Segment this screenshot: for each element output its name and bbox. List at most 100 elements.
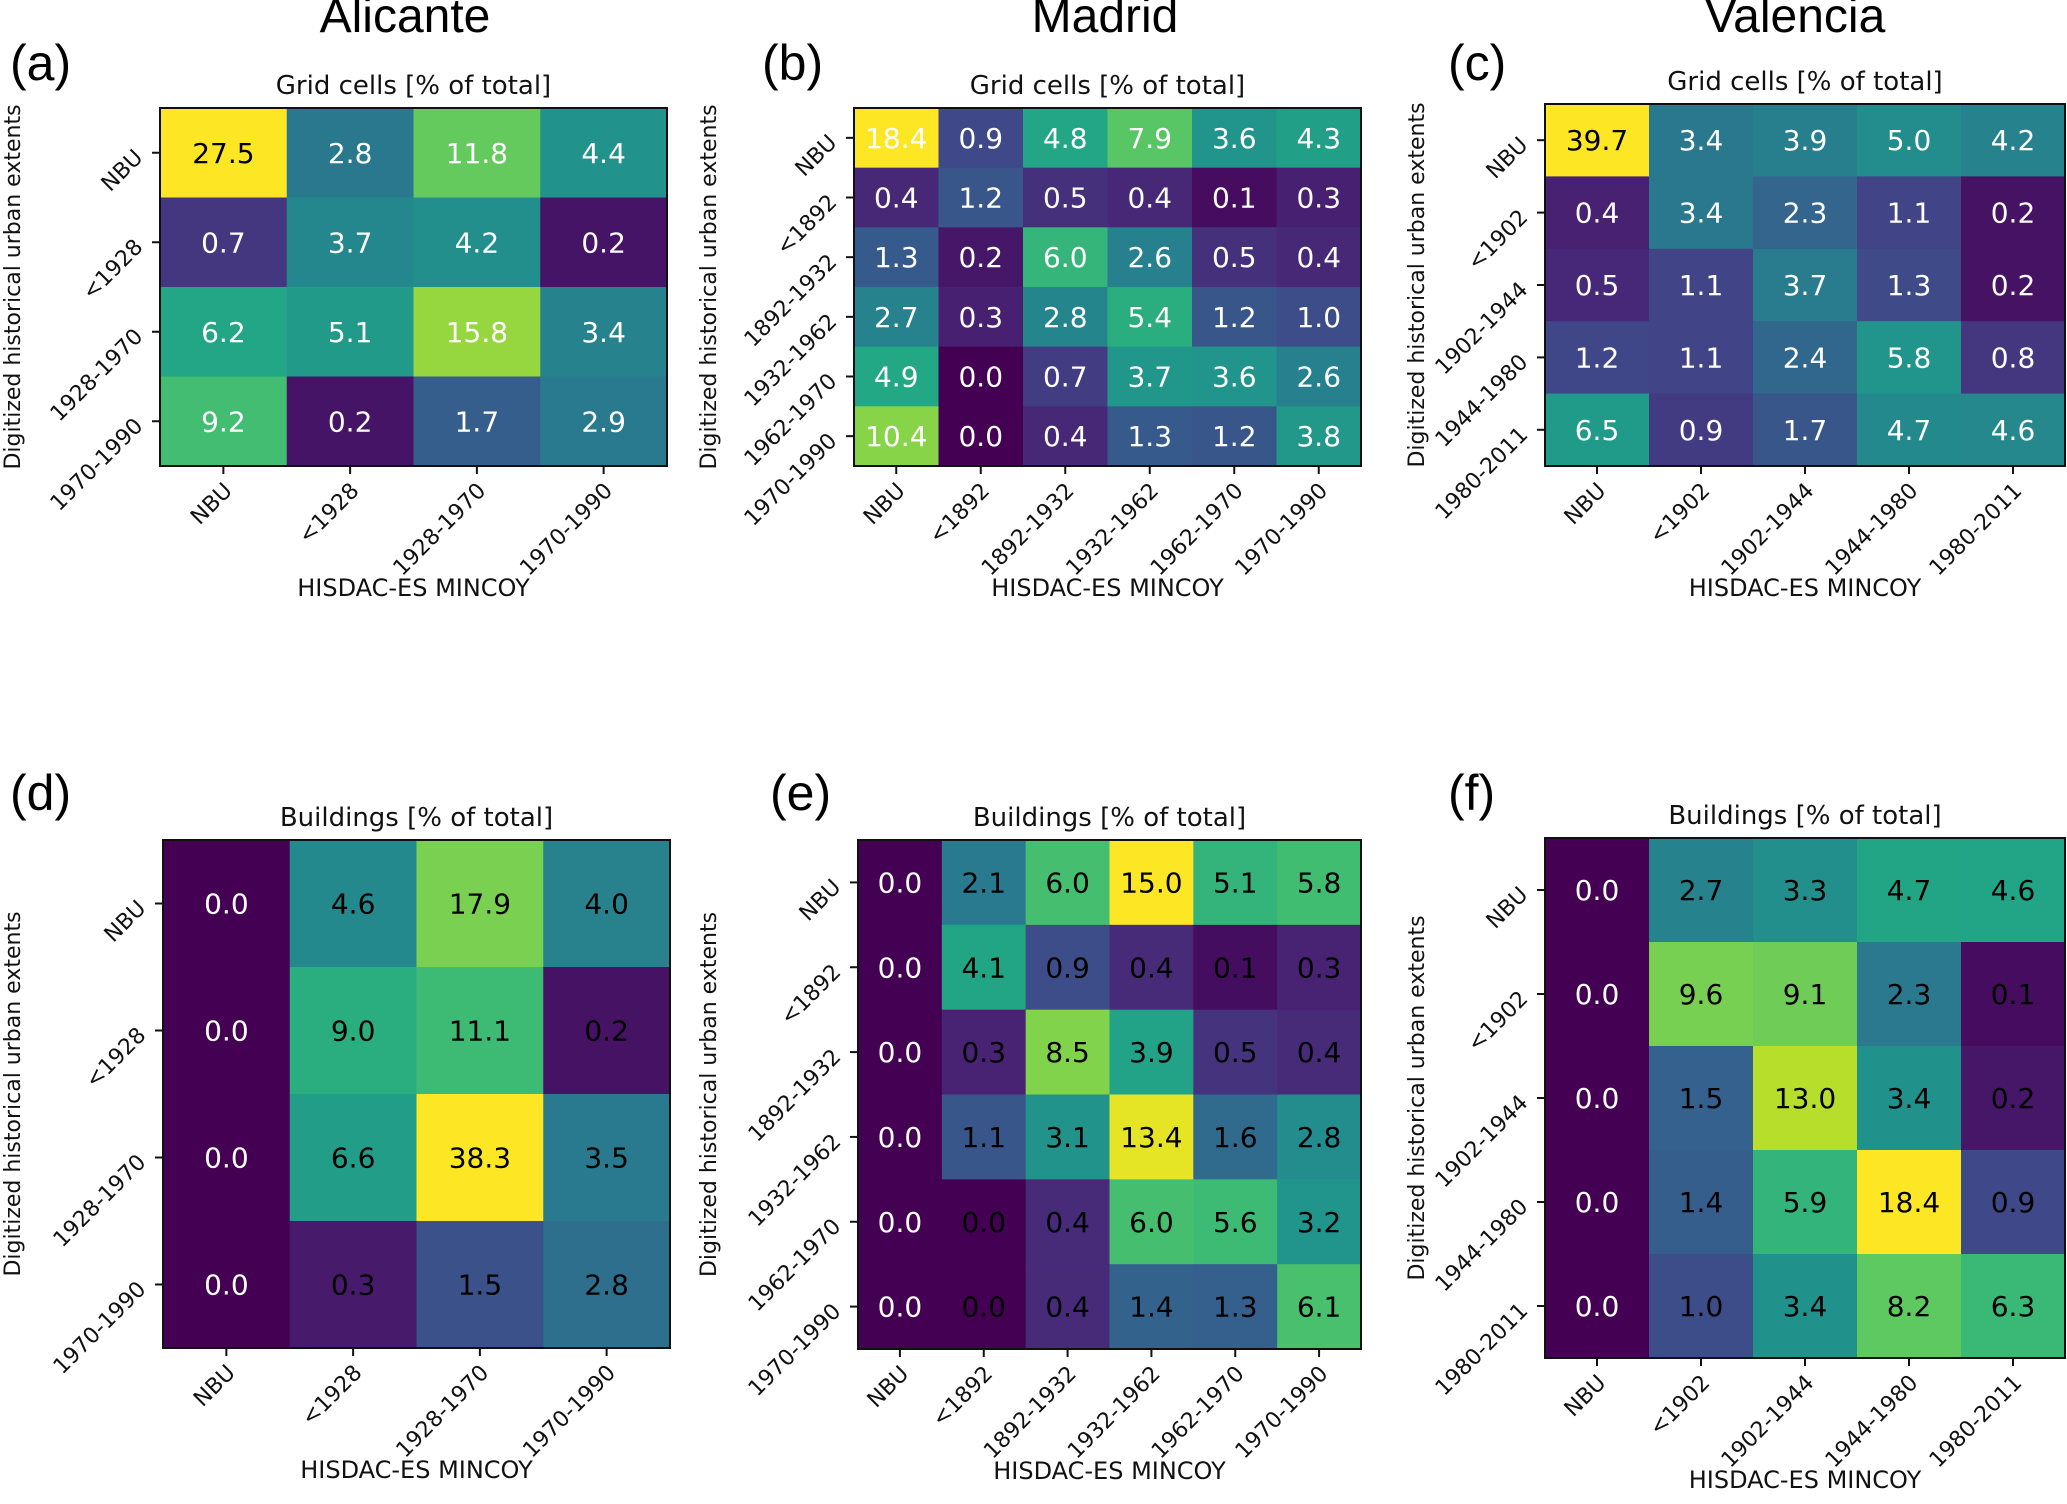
y-tick-label-nbu: NBU xyxy=(1482,883,1533,934)
cell-value-label: 27.5 xyxy=(192,137,254,170)
city-title-alicante: Alicante xyxy=(320,0,491,43)
panel-label: (c) xyxy=(1448,35,1506,91)
cell-value-label: 0.4 xyxy=(1127,182,1172,215)
cell-value-label: 15.0 xyxy=(1120,866,1182,899)
x-tick-label-nbu: NBU xyxy=(186,479,237,530)
heatmap-cell-r1-c3 xyxy=(1107,167,1193,228)
cell-value-label: 4.6 xyxy=(331,888,376,921)
heatmap-cell-r3-c5 xyxy=(1276,287,1362,348)
cell-value-label: 6.0 xyxy=(1129,1206,1174,1239)
heatmap-cell-r3-c1 xyxy=(286,376,414,467)
cell-value-label: 2.6 xyxy=(1127,241,1172,274)
cell-value-label: 0.5 xyxy=(1043,182,1088,215)
cell-value-label: 4.6 xyxy=(1991,414,2036,447)
cell-value-label: 1.1 xyxy=(1679,269,1724,302)
heatmap-cell-r4-c2 xyxy=(1025,1179,1110,1265)
heatmap-cell-r5-c0 xyxy=(854,406,939,467)
cell-value-label: 1.2 xyxy=(1212,301,1257,334)
cell-value-label: 0.5 xyxy=(1213,1036,1258,1069)
heatmap-cell-r0-c1 xyxy=(941,840,1027,926)
cell-value-label: 13.4 xyxy=(1120,1121,1182,1154)
cell-value-label: 1.1 xyxy=(1679,341,1724,374)
heatmap-cell-r4-c1 xyxy=(938,346,1024,407)
heatmap-cell-r4-c4 xyxy=(1961,1254,2066,1359)
cell-value-label: 0.2 xyxy=(1991,197,2036,230)
cell-value-label: 0.4 xyxy=(1129,951,1174,984)
heatmap-cell-r1-c4 xyxy=(1961,942,2066,1047)
cell-value-label: 9.1 xyxy=(1783,978,1828,1011)
cell-value-label: 3.6 xyxy=(1212,361,1257,394)
panel-title: Buildings [% of total] xyxy=(973,803,1246,833)
heatmap-cell-r3-c3 xyxy=(1857,1150,1962,1255)
cell-value-label: 0.7 xyxy=(1043,361,1088,394)
cell-value-label: 6.2 xyxy=(201,316,246,349)
heatmap-cell-r2-c2 xyxy=(1025,1009,1110,1095)
heatmap-cell-r1-c0 xyxy=(1545,942,1650,1047)
cell-value-label: 3.4 xyxy=(1887,1082,1932,1115)
cell-value-label: 6.0 xyxy=(1045,866,1090,899)
cell-value-label: 0.0 xyxy=(204,888,249,921)
y-axis-label: Digitized historical urban extents xyxy=(1,104,26,469)
heatmap-cell-r1-c2 xyxy=(1023,167,1108,228)
heatmap-cell-r3-c0 xyxy=(1545,321,1650,395)
heatmap-cell-r3-c0 xyxy=(858,1094,943,1180)
cell-value-label: 3.9 xyxy=(1129,1036,1174,1069)
heatmap-cell-r3-c5 xyxy=(1277,1094,1362,1180)
cell-value-label: 3.5 xyxy=(584,1142,629,1175)
cell-value-label: 4.7 xyxy=(1887,414,1932,447)
heatmap-cell-r4-c3 xyxy=(1857,1254,1962,1359)
heatmap-cell-r1-c3 xyxy=(543,967,671,1095)
y-tick-label-1970-1990: 1970-1990 xyxy=(46,414,148,516)
heatmap-cell-r3-c0 xyxy=(163,1221,291,1349)
heatmap-cell-r2-c0 xyxy=(1545,1046,1650,1151)
heatmap-cell-r5-c2 xyxy=(1023,406,1108,467)
x-tick-label-1980-2011: 1980-2011 xyxy=(1925,1371,2027,1473)
cell-value-label: 0.1 xyxy=(1213,951,1258,984)
heatmap-cell-r1-c4 xyxy=(1192,167,1277,228)
heatmap-cell-r3-c2 xyxy=(413,376,541,467)
y-tick-label-1944-1980: 1944-1980 xyxy=(1431,1195,1533,1297)
cell-value-label: 1.1 xyxy=(961,1121,1006,1154)
plot-frame xyxy=(853,107,1362,467)
heatmap-cell-r0-c1 xyxy=(286,108,414,198)
cell-value-label: 5.6 xyxy=(1213,1206,1258,1239)
cell-value-label: 7.9 xyxy=(1127,122,1172,155)
cell-value-label: 3.6 xyxy=(1212,122,1257,155)
heatmap-cell-r2-c3 xyxy=(1857,248,1962,322)
cell-value-label: 0.0 xyxy=(878,951,923,984)
panel-title: Grid cells [% of total] xyxy=(1667,67,1942,97)
cell-value-label: 0.0 xyxy=(961,1291,1006,1324)
cell-value-label: 0.0 xyxy=(878,1206,923,1239)
cell-value-label: 3.4 xyxy=(1783,1290,1828,1323)
cell-value-label: 0.5 xyxy=(1212,241,1257,274)
x-tick-label-1944-1980: 1944-1980 xyxy=(1821,479,1923,581)
heatmap-cell-r3-c1 xyxy=(938,287,1024,348)
panel-title: Buildings [% of total] xyxy=(1668,801,1941,831)
heatmap-cell-r1-c1 xyxy=(938,167,1024,228)
cell-value-label: 4.8 xyxy=(1043,122,1088,155)
heatmap-cell-r2-c5 xyxy=(1276,227,1362,288)
cell-value-label: 2.4 xyxy=(1783,341,1828,374)
heatmap-cell-r4-c0 xyxy=(854,346,939,407)
cell-value-label: 13.0 xyxy=(1774,1082,1836,1115)
cell-value-label: 4.7 xyxy=(1887,874,1932,907)
heatmap-cell-r1-c3 xyxy=(540,197,668,288)
cell-value-label: 38.3 xyxy=(449,1142,511,1175)
x-axis-label: HISDAC-ES MINCOY xyxy=(297,574,530,602)
heatmap-cell-r1-c1 xyxy=(1649,942,1754,1047)
heatmap-cell-r3-c3 xyxy=(1109,1094,1194,1180)
cell-value-label: 3.4 xyxy=(1679,124,1724,157)
cell-value-label: 5.1 xyxy=(328,316,373,349)
cell-value-label: 0.4 xyxy=(1297,1036,1342,1069)
cell-value-label: 0.4 xyxy=(1045,1206,1090,1239)
heatmap-cell-r4-c2 xyxy=(1753,1254,1858,1359)
cell-value-label: 0.2 xyxy=(581,226,626,259)
heatmap-cell-r3-c1 xyxy=(1649,1150,1754,1255)
heatmap-cell-r2-c3 xyxy=(540,287,668,377)
cell-value-label: 0.0 xyxy=(1575,1186,1620,1219)
heatmap-cell-r2-c0 xyxy=(858,1009,943,1095)
heatmap-cell-r1-c3 xyxy=(1857,942,1962,1047)
heatmap-panel-b: (b) Grid cells [% of total] 18.4 0.9 4.8 7.9 3… xyxy=(697,35,1362,602)
heatmap-cell-r5-c0 xyxy=(858,1264,943,1350)
